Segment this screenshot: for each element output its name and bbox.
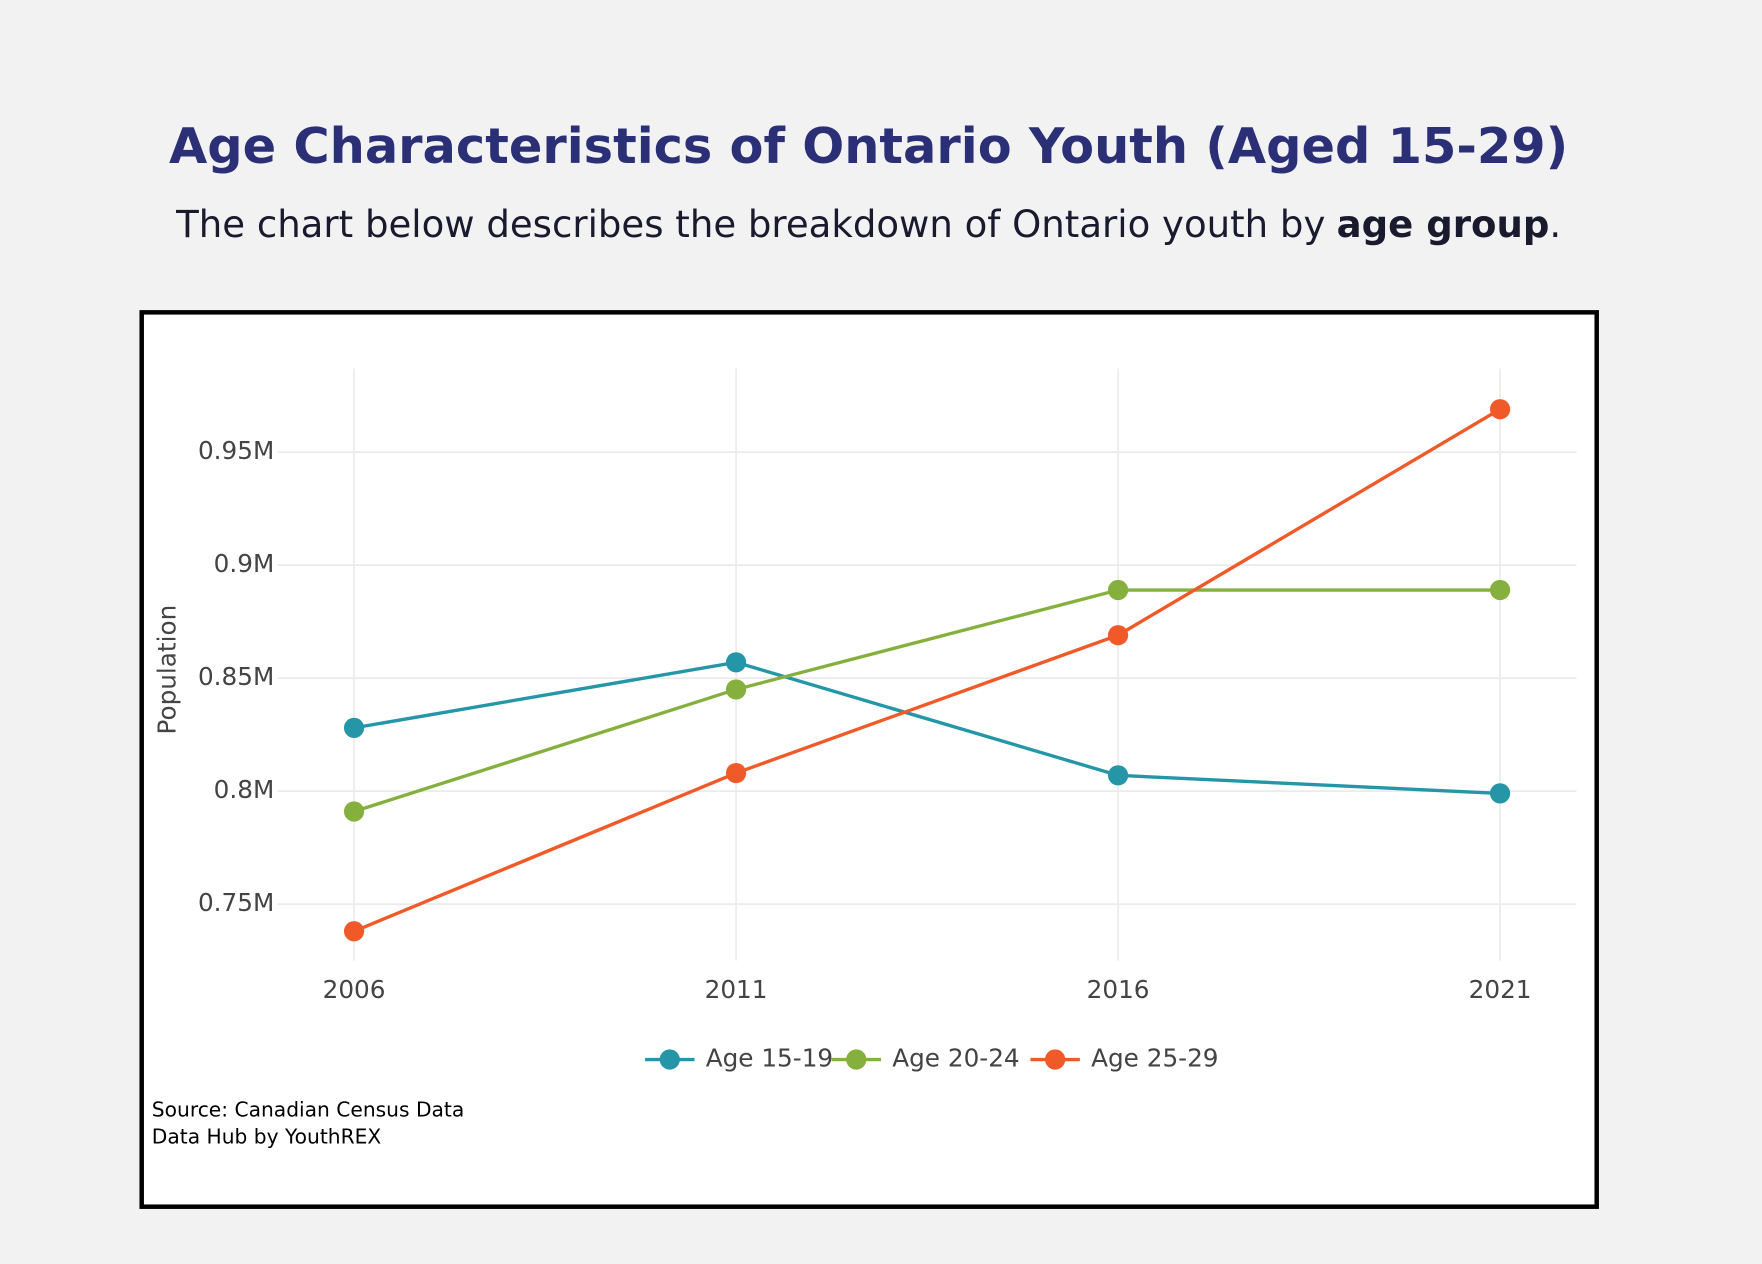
y-axis-label: Population [153,605,182,735]
legend-label: Age 15-19 [706,1044,833,1073]
x-tick-label: 2006 [323,975,386,1004]
point [1107,625,1129,646]
y-tick-label: 0.95M [198,436,274,465]
grid [277,368,1577,961]
series-line [353,660,1501,796]
chart-title: Age Characteristics of Ontario Youth (Ag… [169,117,1568,175]
y-tick-label: 0.85M [198,662,274,691]
plot [343,399,1511,942]
x-tick-label: 2011 [705,975,768,1004]
y-tick-label: 0.8M [214,775,275,804]
legend-marker [1045,1049,1066,1070]
subtitle-text: The chart below describes the breakdown … [175,202,1325,245]
subtitle-bold: age group [1337,202,1550,245]
legend-marker [659,1049,680,1070]
point [1489,783,1511,804]
y-tick-label: 0.75M [198,888,274,917]
point [725,652,747,673]
point [343,717,365,738]
series-line [353,588,1501,814]
source-line: Data Hub by YouthREX [152,1125,382,1149]
point [1489,399,1511,420]
point [725,679,747,700]
point [343,921,365,942]
x-tick-label: 2016 [1087,975,1150,1004]
legend-label: Age 25-29 [1091,1044,1218,1073]
source-line: Source: Canadian Census Data [152,1098,464,1122]
legend-label: Age 20-24 [892,1044,1019,1073]
y-tick-label: 0.9M [214,549,275,578]
point [1107,765,1129,786]
series-line [353,407,1501,933]
subtitle-end: . [1549,202,1561,245]
point [1489,579,1511,601]
x-tick-label: 2021 [1469,975,1532,1004]
chart-subtitle: The chart below describes the breakdown … [175,202,1561,245]
legend-marker [846,1049,867,1070]
point [343,801,365,822]
point [1107,579,1129,601]
chart-frame [139,310,1599,1209]
point [725,762,747,784]
